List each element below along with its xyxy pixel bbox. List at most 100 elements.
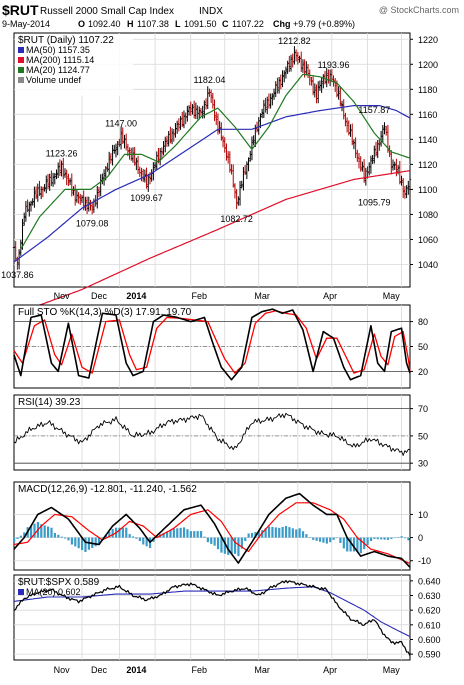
macd-hist-bar <box>298 528 301 538</box>
macd-hist-bar <box>376 537 379 540</box>
change-value: +9.79 (+0.89%) <box>293 19 355 29</box>
macd-hist-bar <box>250 532 254 538</box>
macd-hist-bar <box>339 537 342 543</box>
macd-hist-bar <box>318 537 322 542</box>
ratio-ytick-label-2: 0.610 <box>418 620 441 630</box>
macd-hist-bar <box>315 537 318 541</box>
macd-hist-bar <box>182 527 186 538</box>
ratio-xtick-4: Mar <box>254 665 270 675</box>
macd-hist-bar <box>264 528 267 538</box>
macd-title: MACD(12,26,9) -12.801, -11.240, -1.562 <box>18 484 197 495</box>
macd-hist-bar <box>312 537 315 540</box>
macd-hist-bar <box>97 537 101 545</box>
macd-hist-bar <box>80 537 84 551</box>
exchange-name: INDX <box>199 6 223 17</box>
macd-hist-bar <box>16 537 19 539</box>
price-ytick-label-1: 1060 <box>418 235 438 245</box>
macd-hist-bar <box>165 531 169 538</box>
price-legend-0-swatch <box>18 47 24 53</box>
price-title: $RUT (Daily) 1107.22 <box>18 35 114 46</box>
price-annotation-2: 1079.08 <box>76 219 109 229</box>
macd-hist-bar <box>244 537 247 542</box>
macd-hist-bar <box>254 532 257 538</box>
stoch-ytick-label-1: 50 <box>418 342 428 352</box>
macd-hist-bar <box>111 528 114 538</box>
open-label: O <box>78 19 85 29</box>
macd-hist-bar <box>346 537 349 552</box>
macd-hist-bar <box>53 532 56 538</box>
macd-hist-bar <box>196 531 199 538</box>
macd-hist-bar <box>33 523 36 538</box>
macd-frame <box>13 481 411 571</box>
ratio-frame <box>13 574 411 661</box>
rsi-line <box>13 412 411 456</box>
price-xtick-3: Feb <box>191 291 207 301</box>
quote-date: 9-May-2014 <box>2 19 50 29</box>
macd-hist-bar <box>397 537 400 538</box>
macd-hist-bar <box>274 527 277 538</box>
ratio-xtick-1: Dec <box>91 665 108 675</box>
macd-hist-bar <box>74 537 77 547</box>
price-annotation-6: 1082.72 <box>220 214 253 224</box>
ratio-xtick-2: 2014 <box>126 665 146 675</box>
ratio-ytick-label-1: 0.600 <box>418 635 441 645</box>
macd-hist-bar <box>84 537 87 552</box>
macd-hist-bar <box>393 537 396 539</box>
price-ytick-label-2: 1080 <box>418 210 438 220</box>
macd-hist-bar <box>325 537 328 544</box>
macd-hist-bar <box>50 527 53 538</box>
macd-hist-bar <box>29 525 33 538</box>
macd-signal-line <box>13 502 411 565</box>
price-annotation-8: 1193.96 <box>318 60 350 70</box>
macd-hist-bar <box>322 537 325 543</box>
macd-hist-bar <box>138 537 141 542</box>
price-legend-1: MA(200) 1115.14 <box>26 55 94 65</box>
macd-hist-bar <box>145 537 148 547</box>
macd-hist-bar <box>223 537 226 554</box>
macd-hist-bar <box>240 537 243 549</box>
price-legend-3-swatch <box>18 77 24 83</box>
macd-ytick-label-2: 10 <box>418 510 428 520</box>
price-annotation-0: 1037.86 <box>1 270 34 280</box>
macd-hist-bar <box>257 531 260 538</box>
price-ytick-label-6: 1160 <box>418 110 437 120</box>
price-xtick-0: Nov <box>54 291 71 301</box>
ratio-line <box>13 579 411 657</box>
macd-hist-bar <box>189 531 192 538</box>
macd-hist-bar <box>383 537 386 540</box>
macd-hist-bar <box>369 537 373 542</box>
macd-hist-bar <box>128 534 131 538</box>
price-annotation-9: 1157.87 <box>358 105 390 115</box>
macd-hist-bar <box>172 528 175 538</box>
macd-hist-bar <box>87 537 90 550</box>
price-xtick-4: Mar <box>254 291 270 301</box>
price-legend-0: MA(50) 1157.35 <box>26 45 90 55</box>
ticker-symbol: $RUT <box>2 2 39 18</box>
ratio-legend-ma: MA(20) 0.602 <box>26 587 81 597</box>
high-label: H <box>127 19 134 29</box>
stoch-ytick-label-0: 20 <box>418 367 428 377</box>
macd-hist-bar <box>261 530 264 538</box>
macd-hist-bar <box>329 537 332 543</box>
macd-hist-bar <box>186 529 189 538</box>
macd-hist-bar <box>227 537 230 555</box>
price-ytick-label-4: 1120 <box>418 160 437 170</box>
macd-line <box>13 492 411 568</box>
macd-hist-bar <box>366 537 369 546</box>
macd-hist-bar <box>305 534 308 538</box>
macd-hist-bar <box>288 527 291 538</box>
close-label: C <box>222 19 229 29</box>
rsi-ytick-label-1: 50 <box>418 431 428 441</box>
high-value: 1107.38 <box>137 19 169 29</box>
price-annotation-5: 1182.04 <box>194 75 226 85</box>
macd-hist-bar <box>108 531 111 538</box>
open-value: 1092.40 <box>88 19 121 29</box>
macd-hist-bar <box>203 536 206 538</box>
price-ytick-label-7: 1180 <box>418 85 437 95</box>
macd-hist-bar <box>291 528 294 538</box>
macd-hist-bar <box>13 537 16 543</box>
macd-hist-bar <box>142 537 145 545</box>
macd-hist-bar <box>131 536 135 538</box>
macd-hist-bar <box>281 526 284 538</box>
price-xtick-2: 2014 <box>126 291 146 301</box>
